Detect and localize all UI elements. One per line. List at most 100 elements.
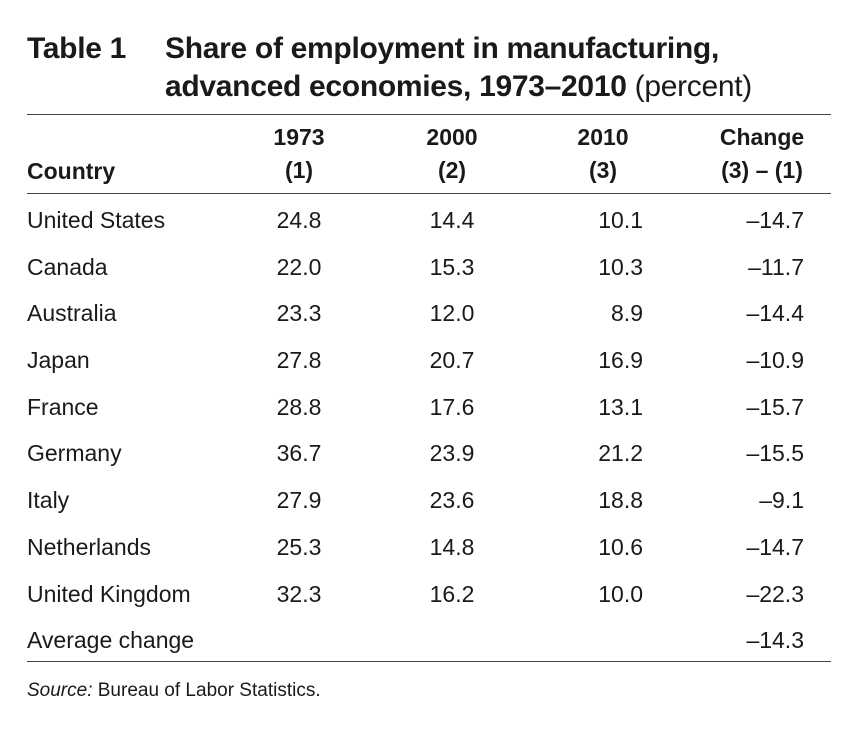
header-country: Country: [27, 158, 116, 184]
cell-2000: 16.2: [429, 580, 475, 607]
table-title: Table 1 Share of employment in manufactu…: [27, 30, 827, 106]
cell-change: –22.3: [746, 580, 804, 607]
table-row: United States 24.8 14.4 10.1 –14.7: [27, 197, 831, 244]
cell-2000: 23.9: [429, 440, 475, 467]
cell-2000: 15.3: [429, 253, 475, 280]
cell-1973: 36.7: [276, 440, 322, 467]
cell-change-wrap: –9.1: [693, 485, 831, 515]
table-row: United Kingdom 32.3 16.2 10.0 –22.3: [27, 571, 831, 618]
table-row: France 28.8 17.6 13.1 –15.7: [27, 384, 831, 431]
source-label: Source:: [27, 680, 93, 701]
cell-2010: 13.1: [598, 393, 643, 420]
cell-country: United Kingdom: [27, 580, 191, 607]
cell-country: Netherlands: [27, 533, 152, 560]
cell-change: –11.7: [748, 253, 804, 280]
cell-change: –14.7: [746, 207, 804, 233]
cell-country: Germany: [27, 440, 122, 467]
cell-2010-wrap: 10.1: [563, 205, 643, 235]
header-2000: 2000 (2): [412, 121, 492, 187]
average-label: Average change: [27, 627, 195, 654]
title-unit: (percent): [634, 70, 753, 103]
header-1973-index: (1): [284, 157, 314, 183]
cell-change-wrap: –11.7: [693, 252, 831, 282]
title-text-2-wrap: advanced economies, 1973–2010 (percent): [165, 68, 827, 106]
cell-2010-wrap: 21.2: [563, 438, 643, 468]
header-change: Change (3) – (1): [693, 121, 831, 187]
cell-2010: 10.3: [598, 253, 643, 280]
cell-change: –15.7: [746, 393, 804, 420]
title-text-1: Share of employment in manufacturing,: [165, 32, 719, 65]
title-line-2: advanced economies, 1973–2010 (percent): [27, 68, 827, 106]
cell-2010: 16.9: [598, 347, 643, 374]
cell-2010-wrap: 18.8: [563, 485, 643, 515]
average-change-wrap: –14.3: [693, 625, 831, 655]
cell-2000: 14.4: [429, 207, 475, 233]
table-bottom-rule: [27, 661, 831, 662]
title-line-1: Table 1 Share of employment in manufactu…: [27, 30, 827, 68]
title-text-2: advanced economies, 1973–2010: [165, 70, 627, 103]
cell-1973: 22.0: [276, 253, 322, 280]
table-row: Canada 22.0 15.3 10.3 –11.7: [27, 244, 831, 291]
cell-change: –14.4: [746, 300, 804, 327]
cell-change-wrap: –14.7: [693, 532, 831, 562]
cell-country: Japan: [27, 347, 90, 374]
cell-change-wrap: –22.3: [693, 579, 831, 609]
cell-2010-wrap: 16.9: [563, 345, 643, 375]
cell-2010-wrap: 13.1: [563, 392, 643, 422]
cell-2010: 18.8: [598, 487, 643, 514]
cell-2000: 23.6: [429, 487, 475, 514]
table-row: Germany 36.7 23.9 21.2 –15.5: [27, 430, 831, 477]
cell-2010: 8.9: [611, 300, 643, 327]
cell-country: Canada: [27, 253, 108, 280]
header-2000-index: (2): [437, 157, 467, 183]
cell-1973: 28.8: [276, 393, 322, 420]
table-row: Italy 27.9 23.6 18.8 –9.1: [27, 477, 831, 524]
cell-1973: 24.8: [276, 207, 322, 233]
header-1973: 1973 (1): [259, 121, 339, 187]
cell-1973: 25.3: [276, 533, 322, 560]
cell-1973: 23.3: [276, 300, 322, 327]
cell-change-wrap: –14.4: [693, 298, 831, 328]
average-change: –14.3: [746, 627, 804, 654]
cell-1973: 32.3: [276, 580, 322, 607]
cell-2010: 21.2: [598, 440, 643, 467]
cell-change: –15.5: [746, 440, 804, 467]
cell-change-wrap: –14.7: [693, 205, 831, 235]
table-header-rule: [27, 193, 831, 194]
cell-change: –9.1: [759, 487, 804, 514]
table-row: Australia 23.3 12.0 8.9 –14.4: [27, 290, 831, 337]
cell-country: Australia: [27, 300, 117, 327]
cell-1973: 27.9: [276, 487, 322, 514]
cell-2010-wrap: 10.6: [563, 532, 643, 562]
header-2010: 2010 (3): [563, 121, 643, 187]
cell-country: France: [27, 393, 99, 420]
header-change-label: Change: [719, 124, 805, 150]
table-body: United States 24.8 14.4 10.1 –14.7 Canad…: [27, 197, 831, 664]
cell-2010-wrap: 10.0: [563, 579, 643, 609]
cell-2010-wrap: 10.3: [563, 252, 643, 282]
header-change-formula: (3) – (1): [721, 157, 803, 183]
cell-change-wrap: –10.9: [693, 345, 831, 375]
cell-2000: 12.0: [429, 300, 475, 327]
cell-2000: 20.7: [429, 347, 475, 374]
header-2010-year: 2010: [577, 124, 629, 150]
table-row: Netherlands 25.3 14.8 10.6 –14.7: [27, 524, 831, 571]
cell-change: –10.9: [746, 347, 804, 374]
table-label: Table 1: [27, 32, 127, 65]
header-2000-year: 2000: [426, 124, 478, 150]
cell-change-wrap: –15.7: [693, 392, 831, 422]
table-header: Country 1973 (1) 2000 (2) 2010 (3) Chang…: [27, 118, 831, 190]
cell-2010: 10.1: [598, 207, 643, 233]
cell-2010-wrap: 8.9: [563, 298, 643, 328]
cell-2010: 10.0: [598, 580, 643, 607]
table-row-average: Average change –14.3: [27, 617, 831, 664]
table-row: Japan 27.8 20.7 16.9 –10.9: [27, 337, 831, 384]
cell-2010: 10.6: [598, 533, 643, 560]
cell-2000: 17.6: [429, 393, 475, 420]
source-note: Source: Bureau of Labor Statistics.: [27, 678, 321, 704]
cell-country: United States: [27, 207, 166, 233]
table-top-rule: [27, 114, 831, 115]
source-text: Bureau of Labor Statistics.: [92, 680, 321, 701]
header-2010-index: (3): [588, 157, 618, 183]
